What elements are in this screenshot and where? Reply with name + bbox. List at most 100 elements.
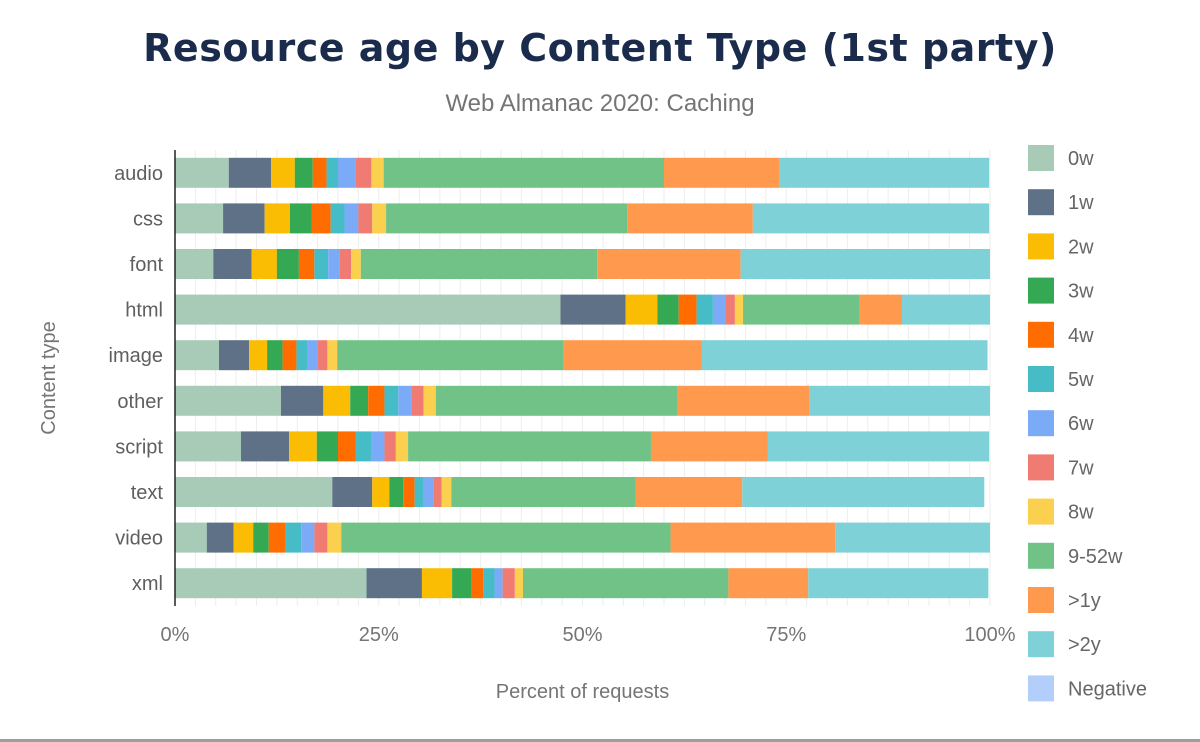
- bar-segment-script->1y: [650, 431, 768, 462]
- legend-swatch-3w: [1028, 277, 1054, 304]
- bar-segment-video-5w: [285, 522, 302, 553]
- legend-swatch-6w: [1028, 410, 1054, 437]
- category-label-font: font: [130, 254, 164, 276]
- bar-segment-xml->2y: [808, 568, 989, 599]
- bar-segment-font-6w: [328, 249, 340, 279]
- bar-segment-html-1w: [560, 294, 626, 325]
- bar-segment-xml-6w: [494, 568, 503, 599]
- bar-segment-audio-3w: [294, 157, 313, 188]
- bar-segment-xml-1w: [366, 568, 422, 599]
- bar-segment-font-7w: [339, 249, 352, 279]
- bar-segment-font-3w: [276, 249, 299, 279]
- bar-segment-audio-0w: [175, 157, 229, 188]
- bar-segment-audio-4w: [312, 157, 327, 188]
- bar-segment-xml-8w: [514, 568, 524, 599]
- legend-label-6w: 6w: [1068, 413, 1094, 435]
- bar-segment-html-3w: [657, 294, 679, 325]
- bar-segment-image-3w: [267, 340, 283, 371]
- legend-swatch-4w: [1028, 321, 1054, 348]
- category-label-script: script: [115, 436, 163, 458]
- legend-label-1w: 1w: [1068, 192, 1094, 214]
- bar-segment-video-0w: [175, 522, 207, 553]
- bar-segment-css-3w: [289, 203, 312, 234]
- bar-segment-script-1w: [241, 431, 290, 462]
- bar-segment-video-2w: [233, 522, 254, 553]
- bar-segment-audio-2w: [271, 157, 295, 188]
- bar-segment-css-5w: [330, 203, 345, 234]
- bar-segment-text-7w: [433, 477, 442, 507]
- x-tick-label: 100%: [964, 624, 1015, 646]
- legend-label-0w: 0w: [1068, 148, 1094, 170]
- bar-segment-other-6w: [398, 385, 412, 416]
- category-label-xml: xml: [132, 573, 163, 595]
- bar-segment-font-9-52w: [360, 249, 598, 279]
- bar-segment-text-8w: [441, 477, 452, 507]
- bar-segment-css-2w: [264, 203, 290, 234]
- bar-segment-video->2y: [835, 522, 990, 553]
- legend-label-2w: 2w: [1068, 236, 1094, 258]
- bar-segment-audio->1y: [664, 157, 780, 188]
- bar-segment-video-9-52w: [341, 522, 671, 553]
- bar-segment-css-8w: [372, 203, 387, 234]
- legend-swatch-0w: [1028, 145, 1054, 171]
- bar-segment-image-1w: [219, 340, 250, 371]
- bar-segment-image-0w: [175, 340, 220, 371]
- legend-label->2y: >2y: [1068, 634, 1101, 656]
- bar-segment-text->1y: [635, 477, 743, 507]
- chart-title: Resource age by Content Type (1st party): [143, 26, 1057, 70]
- category-label-image: image: [109, 345, 163, 367]
- bar-segment-script-6w: [371, 431, 385, 462]
- legend-label-8w: 8w: [1068, 502, 1094, 524]
- bar-segment-image-2w: [249, 340, 268, 371]
- bar-segment-video-7w: [314, 522, 328, 553]
- bar-segment-audio-8w: [371, 157, 384, 188]
- bar-segment-script-9-52w: [408, 431, 651, 462]
- bar-segment-html-4w: [678, 294, 697, 325]
- bar-segment-image->2y: [701, 340, 988, 371]
- bar-segment-video-4w: [268, 522, 286, 553]
- bar-segment-video->1y: [670, 522, 836, 553]
- legend-swatch-2w: [1028, 233, 1054, 260]
- bar-segment-image-5w: [296, 340, 308, 371]
- bar-segment-text-5w: [414, 477, 424, 507]
- legend-swatch-1w: [1028, 189, 1054, 216]
- bar-segment-other-1w: [280, 385, 324, 416]
- legend-label->1y: >1y: [1068, 590, 1101, 612]
- legend-swatch->1y: [1028, 587, 1054, 613]
- legend-swatch->2y: [1028, 631, 1054, 658]
- bar-segment-font-0w: [175, 249, 214, 279]
- bar-segment-script->2y: [767, 431, 990, 462]
- bar-segment-script-4w: [338, 431, 356, 462]
- bar-segment-other-9-52w: [435, 385, 678, 416]
- bar-segment-xml-3w: [452, 568, 472, 599]
- legend-label-3w: 3w: [1068, 281, 1094, 303]
- bar-segment-image-8w: [327, 340, 338, 371]
- bar-segment-text-3w: [389, 477, 404, 507]
- bar-segment-font-4w: [298, 249, 315, 279]
- bar-segment-text-2w: [372, 477, 390, 507]
- bar-segment-image-7w: [317, 340, 328, 371]
- x-tick-label: 50%: [562, 624, 602, 646]
- bar-segment-font-8w: [351, 249, 361, 279]
- legend-swatch-5w: [1028, 366, 1054, 392]
- bar-segment-html->1y: [859, 294, 902, 325]
- bar-segment-xml-5w: [483, 568, 495, 599]
- bar-segment-css-0w: [175, 203, 224, 234]
- bar-segment-text-6w: [423, 477, 434, 507]
- bar-segment-video-3w: [253, 522, 269, 553]
- x-tick-label: 25%: [359, 624, 399, 646]
- bar-segment-other-8w: [423, 385, 436, 416]
- bottom-divider: [0, 739, 1200, 742]
- bar-segment-html-7w: [725, 294, 735, 325]
- bar-segment-xml-9-52w: [523, 568, 729, 599]
- legend-label-Negative: Negative: [1068, 678, 1147, 700]
- bar-segment-xml-7w: [502, 568, 515, 599]
- bar-segment-css-1w: [223, 203, 265, 234]
- bar-segment-image->1y: [563, 340, 702, 371]
- category-label-html: html: [125, 300, 163, 322]
- bar-segment-audio-9-52w: [383, 157, 664, 188]
- bar-segment-font-1w: [213, 249, 252, 279]
- bar-segment-text-4w: [403, 477, 415, 507]
- bar-segment-image-4w: [282, 340, 297, 371]
